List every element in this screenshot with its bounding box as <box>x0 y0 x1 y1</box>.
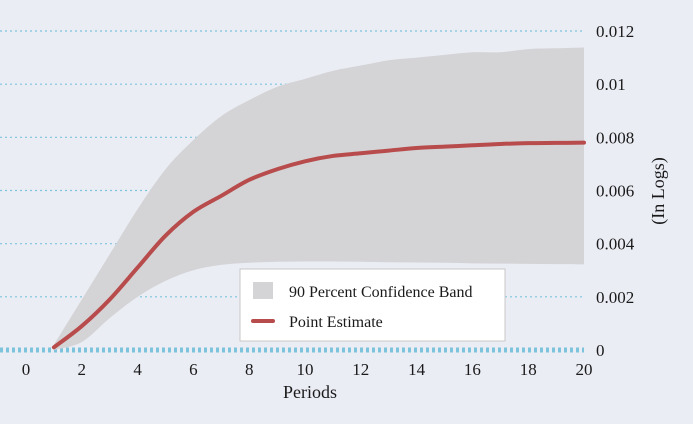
x-tick-label: 18 <box>520 360 537 379</box>
x-axis-title: Periods <box>283 382 337 402</box>
confidence-band-area <box>53 47 584 351</box>
legend: 90 Percent Confidence Band Point Estimat… <box>239 268 506 342</box>
point-estimate-line <box>51 140 586 350</box>
x-tick-label: 14 <box>408 360 426 379</box>
y-tick-label: 0 <box>596 341 605 360</box>
x-tick-label: 20 <box>576 360 593 379</box>
legend-box <box>239 268 506 342</box>
x-tick-label: 2 <box>78 360 87 379</box>
x-tick-label: 10 <box>297 360 314 379</box>
y-tick-label: 0.012 <box>596 22 634 41</box>
x-tick-label: 16 <box>464 360 481 379</box>
legend-label-band: 90 Percent Confidence Band <box>289 284 473 301</box>
legend-label-line: Point Estimate <box>289 314 383 331</box>
y-tick-label: 0.01 <box>596 75 626 94</box>
legend-swatch-band <box>253 282 273 299</box>
y-axis-title: (In Logs) <box>648 157 669 224</box>
x-tick-label: 12 <box>352 360 369 379</box>
line-layer <box>51 140 586 350</box>
y-tick-label: 0.006 <box>596 182 634 201</box>
band-layer <box>53 47 584 351</box>
x-tick-label: 6 <box>189 360 198 379</box>
y-tick-label: 0.002 <box>596 288 634 307</box>
x-tick-label: 0 <box>22 360 31 379</box>
y-tick-label: 0.004 <box>596 235 635 254</box>
x-tick-label: 4 <box>133 360 142 379</box>
y-tick-labels: 0 0.002 0.004 0.006 0.008 0.01 0.012 <box>596 22 635 360</box>
x-tick-label: 8 <box>245 360 254 379</box>
x-tick-labels: 0 2 4 6 8 10 12 14 16 18 20 <box>22 360 593 379</box>
y-tick-label: 0.008 <box>596 128 634 147</box>
